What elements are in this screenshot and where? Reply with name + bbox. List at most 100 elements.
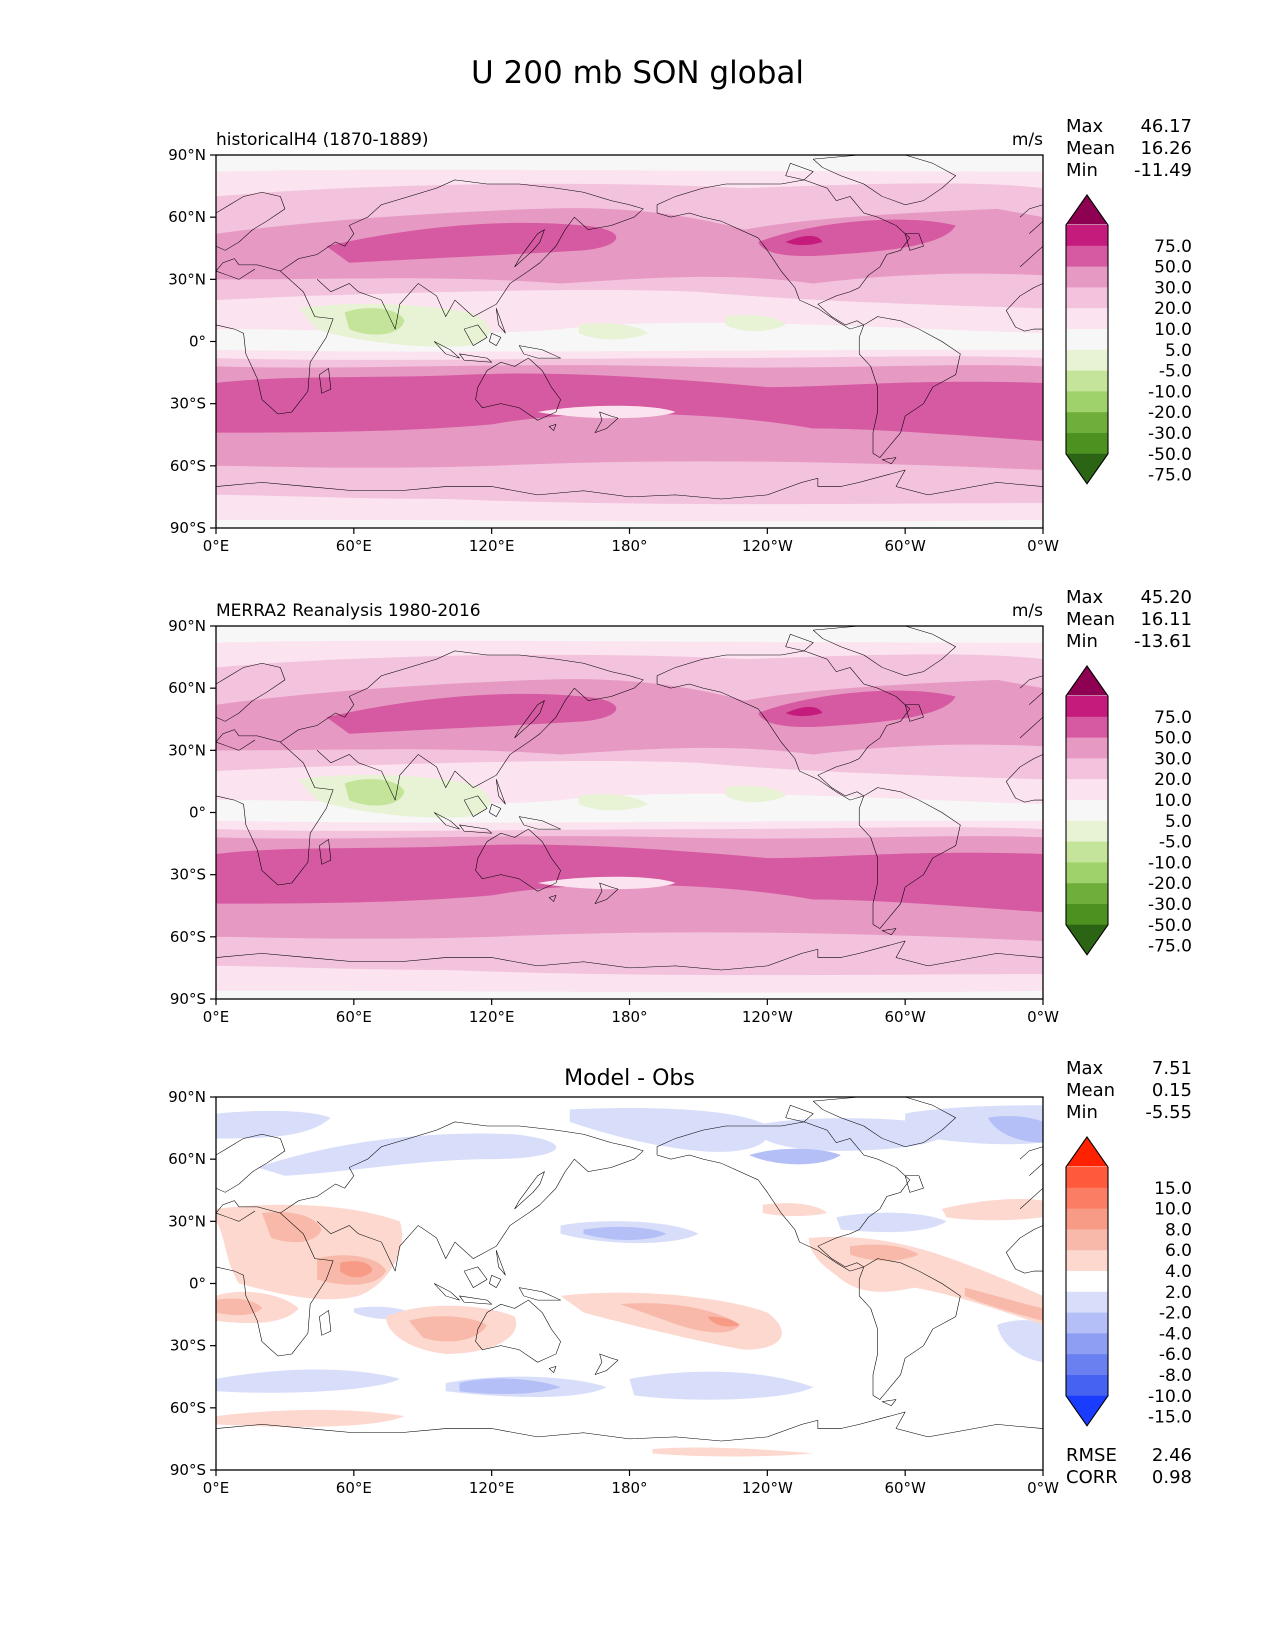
- contour-band-8: [758, 690, 956, 728]
- colorbar-extend-top: [1066, 1137, 1108, 1167]
- colorbar-tick-label: -10.0: [1148, 382, 1192, 402]
- y-tick-label: 90°N: [168, 146, 206, 164]
- colorbar-tick-label: -8.0: [1159, 1366, 1192, 1386]
- x-tick-label: 60°E: [336, 1008, 372, 1026]
- colorbar-tick-label: -5.0: [1159, 833, 1192, 853]
- colorbar-tick-label: 4.0: [1165, 1262, 1192, 1282]
- y-tick-label: 30°N: [168, 741, 206, 759]
- colorbar-tick-label: -75.0: [1148, 937, 1192, 957]
- colorbar-segment: [1066, 433, 1108, 455]
- colorbar-tick-label: -5.0: [1159, 362, 1192, 382]
- contour-band-24: [408, 1316, 488, 1342]
- colorbar-segment: [1066, 1354, 1108, 1376]
- y-tick-label: 60°S: [170, 928, 206, 946]
- contour-band-13: [344, 308, 405, 335]
- x-tick-label: 180°: [611, 1008, 647, 1026]
- colorbar-segment: [1066, 758, 1108, 780]
- colorbar-tick-label: 50.0: [1154, 258, 1192, 278]
- colorbar-extend-bottom: [1066, 924, 1108, 955]
- stat-label-mean: Mean: [1066, 138, 1115, 159]
- colorbar-segment: [1066, 308, 1108, 330]
- colorbar-segment: [1066, 349, 1108, 372]
- contour-band-15: [725, 786, 786, 803]
- colorbar-extend-bottom: [1066, 1395, 1108, 1426]
- contour-band-30: [964, 1287, 1043, 1321]
- stat-label-max: Max: [1066, 1058, 1104, 1079]
- colorbar-tick-label: 6.0: [1165, 1241, 1192, 1261]
- colorbar: 75.050.030.020.010.05.0-5.0-10.0-20.0-30…: [1065, 665, 1192, 957]
- colorbar-segment: [1066, 329, 1108, 351]
- contour-band-6: [748, 1148, 841, 1165]
- y-tick-label: 90°S: [170, 1461, 206, 1479]
- x-tick-label: 60°W: [884, 537, 926, 555]
- y-tick-label: 90°N: [168, 617, 206, 635]
- contour-band-1: [216, 1110, 331, 1139]
- colorbar-segment: [1066, 266, 1108, 288]
- contour-band-13: [459, 1378, 561, 1394]
- contour-band-10: [785, 235, 823, 246]
- contour-band-11: [537, 876, 676, 890]
- y-tick-label: 60°S: [170, 457, 206, 475]
- stat-value-corr: 0.98: [1152, 1467, 1192, 1488]
- contour-band-15: [997, 1320, 1043, 1363]
- colorbar-segment: [1066, 391, 1108, 413]
- x-tick-label: 0°W: [1027, 1479, 1059, 1497]
- stat-value-mean: 16.11: [1140, 609, 1192, 630]
- colorbar-tick-label: 75.0: [1154, 708, 1192, 728]
- contour-band-27: [707, 1316, 740, 1327]
- colorbar-segment: [1066, 1187, 1108, 1210]
- x-tick-label: 120°E: [469, 1008, 515, 1026]
- colorbar-segment: [1066, 245, 1108, 268]
- contour-band-11: [537, 405, 676, 419]
- colorbar-segment: [1066, 1271, 1108, 1293]
- colorbar-segment: [1066, 716, 1108, 739]
- colorbar-segment: [1066, 737, 1108, 759]
- y-tick-label: 60°N: [168, 208, 206, 226]
- x-tick-label: 60°E: [336, 1479, 372, 1497]
- x-tick-label: 60°W: [884, 1008, 926, 1026]
- colorbar-segment: [1066, 1250, 1108, 1272]
- x-tick-label: 0°E: [203, 537, 230, 555]
- stat-value-max: 46.17: [1140, 116, 1192, 137]
- colorbar-tick-label: -20.0: [1148, 403, 1192, 423]
- panel-model: 0°E 60°E 120°E 180° 120°W 60°W 0°W 90°N 60°N 30°N…: [168, 116, 1192, 555]
- y-tick-label: 60°N: [168, 679, 206, 697]
- stat-value-min: -13.61: [1134, 631, 1192, 652]
- colorbar-tick-label: -6.0: [1159, 1345, 1192, 1365]
- contour-band-2: [257, 1133, 557, 1176]
- colorbar-tick-label: -20.0: [1148, 874, 1192, 894]
- x-tick-label: 120°W: [742, 1008, 793, 1026]
- colorbar-extend-bottom: [1066, 453, 1108, 484]
- units-label: m/s: [1012, 601, 1043, 621]
- colorbar-segment: [1066, 883, 1108, 905]
- colorbar-tick-label: -15.0: [1148, 1408, 1192, 1428]
- stat-label-max: Max: [1066, 116, 1104, 137]
- contour-band-14: [578, 794, 648, 811]
- contour-band-7: [326, 222, 617, 263]
- colorbar-segment: [1066, 1312, 1108, 1334]
- y-tick-label: 60°S: [170, 1399, 206, 1417]
- colorbar-tick-label: -75.0: [1148, 466, 1192, 486]
- contour-field: [216, 1097, 1043, 1470]
- contour-band-26: [620, 1303, 740, 1333]
- contour-band-7: [326, 693, 617, 734]
- colorbar-segment: [1066, 1167, 1108, 1189]
- panel-difference: 0°E 60°E 120°E 180° 120°W 60°W 0°W 90°N 60°N 30°N…: [168, 1058, 1192, 1497]
- colorbar-tick-label: 10.0: [1154, 320, 1192, 340]
- colorbar-tick-label: 10.0: [1154, 791, 1192, 811]
- x-tick-label: 180°: [611, 1479, 647, 1497]
- x-tick-label: 0°E: [203, 1479, 230, 1497]
- stat-value-max: 7.51: [1152, 1058, 1192, 1079]
- contour-band-3: [569, 1107, 769, 1152]
- y-tick-label: 90°S: [170, 990, 206, 1008]
- contour-band-4: [748, 1118, 952, 1151]
- stat-value-mean: 0.15: [1152, 1080, 1192, 1101]
- stat-value-rmse: 2.46: [1152, 1445, 1192, 1466]
- colorbar-segment: [1066, 1375, 1108, 1397]
- colorbar-tick-label: -10.0: [1148, 1387, 1192, 1407]
- panel-title: historicalH4 (1870-1889): [216, 130, 429, 150]
- colorbar-tick-label: -4.0: [1159, 1324, 1192, 1344]
- x-tick-label: 180°: [611, 537, 647, 555]
- x-tick-label: 60°W: [884, 1479, 926, 1497]
- colorbar-tick-label: 8.0: [1165, 1220, 1192, 1240]
